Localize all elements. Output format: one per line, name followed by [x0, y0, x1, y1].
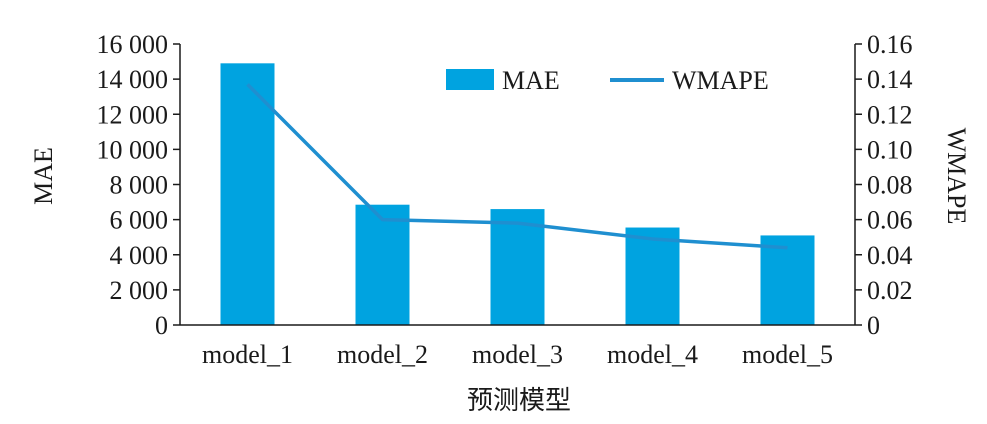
y2-tick-label: 0.10: [867, 135, 913, 164]
wmape-line: [246, 83, 788, 250]
x-tick-label: model_1: [202, 340, 293, 369]
x-tick-label: model_3: [472, 340, 563, 369]
y-tick-label: 12 000: [97, 100, 169, 129]
x-tick-label: model_4: [607, 340, 698, 369]
y-tick-label: 16 000: [97, 30, 169, 59]
y-axis-title: MAE: [29, 147, 58, 205]
bar-model_4: [625, 227, 680, 325]
y2-tick-label: 0.02: [867, 276, 913, 305]
axes: [173, 43, 862, 326]
y-tick-label: 6 000: [110, 206, 169, 235]
bar-group: [220, 63, 815, 325]
tick-labels: 0 0 2 000 0.02 4 000 0.04 6 000 0.06 8 000 0.08 10…: [97, 30, 913, 369]
x-tick-label: model_5: [742, 340, 833, 369]
y2-tick-label: 0.06: [867, 206, 913, 235]
y2-tick-label: 0.04: [867, 241, 913, 270]
legend-wmape-label: WMAPE: [672, 66, 769, 95]
y2-tick-label: 0: [867, 311, 880, 340]
bar-model_5: [760, 235, 815, 325]
y-tick-label: 4 000: [110, 241, 169, 270]
x-axis-title: 预测模型: [467, 386, 571, 415]
y2-tick-label: 0.12: [867, 100, 913, 129]
y2-tick-label: 0.16: [867, 30, 913, 59]
wmape-line-group: [246, 83, 788, 250]
y2-tick-label: 0.14: [867, 65, 913, 94]
y2-axis-title: WMAPE: [942, 128, 971, 225]
y2-tick-label: 0.08: [867, 171, 913, 200]
bar-model_2: [355, 204, 410, 325]
bar-model_3: [490, 209, 545, 325]
legend-mae-swatch: [446, 69, 494, 90]
y-tick-label: 10 000: [97, 135, 169, 164]
x-tick-label: model_2: [337, 340, 428, 369]
y-tick-label: 14 000: [97, 65, 169, 94]
bar-model_1: [220, 63, 275, 325]
y-tick-label: 0: [155, 311, 168, 340]
y-tick-label: 2 000: [110, 276, 169, 305]
legend: MAE WMAPE: [446, 66, 769, 95]
y-tick-label: 8 000: [110, 171, 169, 200]
legend-mae-label: MAE: [502, 66, 560, 95]
